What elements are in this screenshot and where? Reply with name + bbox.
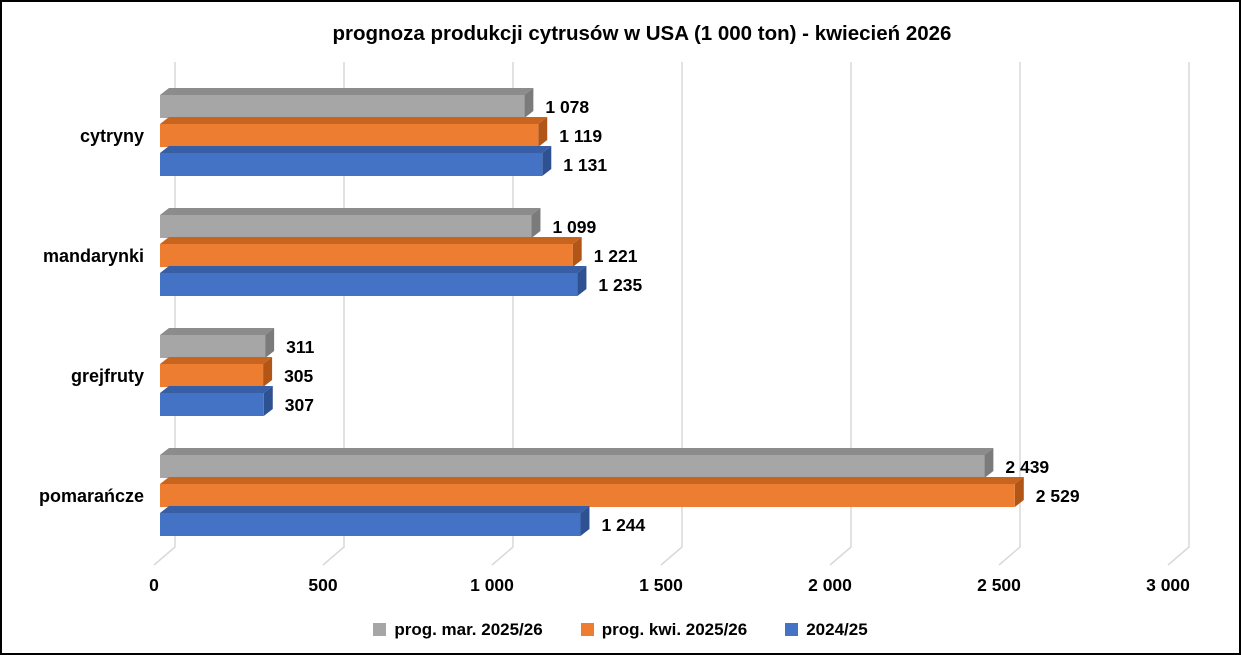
legend-label-prog-mar-2025-26: prog. mar. 2025/26 — [394, 619, 543, 639]
bar-cytryny-prog-mar-2025-26-side-face — [524, 88, 534, 118]
bar-pomara-cze-prog-mar-2025-26 — [160, 448, 994, 478]
gridline-3-000 — [1167, 62, 1190, 566]
bar-grejfruty-2024-25-top-face — [160, 386, 273, 393]
gridline-2-500 — [998, 62, 1021, 566]
legend-swatch-prog-mar-2025-26 — [373, 622, 387, 636]
bar-cytryny-prog-kwi-2025-26 — [160, 117, 548, 147]
bars — [160, 88, 1024, 536]
bar-cytryny-prog-kwi-2025-26-side-face — [538, 117, 548, 147]
bar-mandarynki-prog-mar-2025-26-top-face — [160, 208, 541, 215]
gridline-1-500 — [660, 62, 683, 566]
bar-cytryny-2024-25-front-face — [160, 153, 543, 176]
bar-pomara-cze-2024-25 — [160, 506, 590, 536]
category-label-cytryny: cytryny — [80, 126, 144, 146]
bar-grejfruty-prog-kwi-2025-26 — [160, 357, 273, 387]
legend-swatch-2024-25 — [785, 622, 799, 636]
bar-mandarynki-prog-kwi-2025-26 — [160, 237, 582, 267]
category-label-mandarynki: mandarynki — [43, 246, 144, 266]
value-label-mandarynki-prog-mar-2025-26: 1 099 — [552, 217, 596, 237]
legend-label-prog-kwi-2025-26: prog. kwi. 2025/26 — [601, 619, 748, 639]
value-label-grejfruty-prog-kwi-2025-26: 305 — [284, 366, 313, 386]
bar-mandarynki-prog-mar-2025-26-side-face — [531, 208, 541, 238]
x-tick-label-2-000: 2 000 — [808, 575, 852, 595]
bar-grejfruty-2024-25-front-face — [160, 393, 264, 416]
bar-mandarynki-prog-kwi-2025-26-side-face — [572, 237, 582, 267]
bar-pomara-cze-2024-25-top-face — [160, 506, 590, 513]
bar-pomara-cze-2024-25-side-face — [580, 506, 590, 536]
bar-cytryny-2024-25 — [160, 146, 552, 176]
bar-cytryny-2024-25-side-face — [542, 146, 552, 176]
bar-grejfruty-prog-mar-2025-26 — [160, 328, 275, 358]
bar-grejfruty-prog-mar-2025-26-top-face — [160, 328, 275, 335]
labels: 0 500 1 000 1 500 2 000 2 500 3 000 1 078 1 119 1… — [39, 97, 1190, 595]
bar-cytryny-prog-mar-2025-26 — [160, 88, 534, 118]
bar-grejfruty-prog-mar-2025-26-front-face — [160, 335, 266, 358]
legend-swatch-prog-kwi-2025-26 — [580, 622, 594, 636]
bar-pomara-cze-prog-kwi-2025-26-top-face — [160, 477, 1024, 484]
legend-label-2024-25: 2024/25 — [806, 619, 868, 639]
bar-grejfruty-prog-kwi-2025-26-front-face — [160, 364, 264, 387]
x-tick-label-500: 500 — [308, 575, 337, 595]
bar-grejfruty-2024-25-side-face — [263, 386, 273, 416]
bar-grejfruty-2024-25 — [160, 386, 273, 416]
bar-cytryny-prog-kwi-2025-26-top-face — [160, 117, 548, 124]
bar-mandarynki-prog-kwi-2025-26-top-face — [160, 237, 582, 244]
bar-mandarynki-prog-mar-2025-26 — [160, 208, 541, 238]
x-tick-label-0: 0 — [149, 575, 159, 595]
value-label-mandarynki-prog-kwi-2025-26: 1 221 — [594, 246, 638, 266]
value-label-grejfruty-prog-mar-2025-26: 311 — [286, 337, 314, 357]
legend-item-prog-mar-2025-26: prog. mar. 2025/26 — [373, 619, 543, 639]
bar-pomara-cze-2024-25-front-face — [160, 513, 581, 536]
bar-mandarynki-2024-25-front-face — [160, 273, 578, 296]
bar-grejfruty-prog-mar-2025-26-side-face — [265, 328, 275, 358]
category-label-grejfruty: grejfruty — [71, 366, 144, 386]
category-label-pomara-cze: pomarańcze — [39, 486, 144, 506]
bar-pomara-cze-prog-mar-2025-26-front-face — [160, 455, 985, 478]
value-label-pomara-cze-prog-mar-2025-26: 2 439 — [1005, 457, 1049, 477]
bar-pomara-cze-prog-kwi-2025-26 — [160, 477, 1024, 507]
chart-legend: prog. mar. 2025/26 prog. kwi. 2025/26 2024… — [2, 612, 1239, 646]
bar-pomara-cze-prog-mar-2025-26-side-face — [984, 448, 994, 478]
value-label-mandarynki-2024-25: 1 235 — [598, 275, 642, 295]
gridline-2-000 — [829, 62, 852, 566]
bar-mandarynki-2024-25-side-face — [577, 266, 587, 296]
bar-cytryny-prog-mar-2025-26-top-face — [160, 88, 534, 95]
x-tick-label-3-000: 3 000 — [1146, 575, 1190, 595]
value-label-cytryny-2024-25: 1 131 — [563, 155, 607, 175]
bar-cytryny-2024-25-top-face — [160, 146, 552, 153]
value-label-pomara-cze-prog-kwi-2025-26: 2 529 — [1036, 486, 1080, 506]
x-tick-label-1-000: 1 000 — [470, 575, 514, 595]
bar-mandarynki-prog-mar-2025-26-front-face — [160, 215, 532, 238]
legend-item-prog-kwi-2025-26: prog. kwi. 2025/26 — [580, 619, 748, 639]
legend-item-2024-25: 2024/25 — [785, 619, 868, 639]
bar-cytryny-prog-mar-2025-26-front-face — [160, 95, 525, 118]
chart-title: prognoza produkcji cytrusów w USA (1 000… — [333, 22, 952, 45]
bar-mandarynki-prog-kwi-2025-26-front-face — [160, 244, 573, 267]
value-label-cytryny-prog-mar-2025-26: 1 078 — [545, 97, 589, 117]
value-label-pomara-cze-2024-25: 1 244 — [601, 515, 645, 535]
x-tick-label-2-500: 2 500 — [977, 575, 1021, 595]
bar-pomara-cze-prog-kwi-2025-26-front-face — [160, 484, 1015, 507]
bar-pomara-cze-prog-mar-2025-26-top-face — [160, 448, 994, 455]
bar-pomara-cze-prog-kwi-2025-26-side-face — [1014, 477, 1024, 507]
value-label-cytryny-prog-kwi-2025-26: 1 119 — [559, 126, 602, 146]
bar-grejfruty-prog-kwi-2025-26-top-face — [160, 357, 273, 364]
value-label-grejfruty-2024-25: 307 — [285, 395, 314, 415]
bar-cytryny-prog-kwi-2025-26-front-face — [160, 124, 539, 147]
bar-grejfruty-prog-kwi-2025-26-side-face — [263, 357, 273, 387]
bar-mandarynki-2024-25-top-face — [160, 266, 587, 273]
bar-mandarynki-2024-25 — [160, 266, 587, 296]
x-tick-label-1-500: 1 500 — [639, 575, 683, 595]
